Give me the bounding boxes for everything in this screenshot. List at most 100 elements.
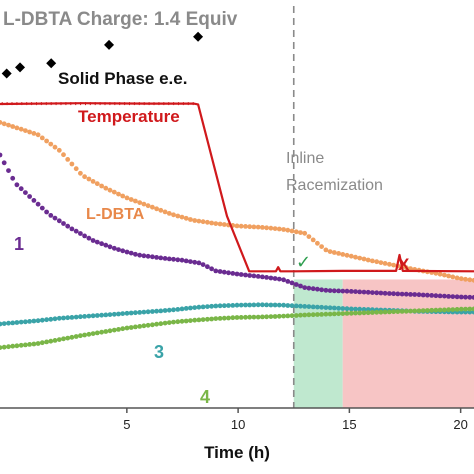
point-1 (234, 271, 240, 277)
point-1 (179, 257, 185, 263)
point-l-dbta (124, 195, 130, 201)
point-4 (35, 341, 41, 346)
point-1 (420, 292, 426, 298)
point-1 (467, 294, 473, 300)
point-l-dbta (463, 276, 468, 282)
point-4 (56, 337, 62, 342)
point-3 (82, 314, 87, 319)
temperature-line (0, 102, 474, 273)
point-1 (205, 264, 210, 270)
annotation-inline: Inline (286, 150, 324, 167)
point-l-dbta (48, 141, 54, 147)
point-4 (247, 314, 253, 320)
point-4 (1, 344, 7, 350)
chart-title: L-DBTA Charge: 1.4 Equiv (3, 9, 238, 30)
point-4 (31, 341, 37, 347)
point-1 (454, 294, 460, 300)
point-4 (365, 310, 371, 316)
point-1 (188, 259, 193, 264)
point-1 (365, 289, 371, 295)
point-4 (467, 306, 473, 312)
legend-ldbta: L-DBTA (86, 206, 145, 223)
point-4 (408, 308, 413, 314)
point-3 (281, 302, 286, 308)
point-3 (230, 303, 236, 308)
point-1 (39, 205, 45, 211)
point-4 (94, 330, 100, 336)
point-1 (255, 274, 261, 279)
point-1 (306, 285, 312, 291)
point-1 (357, 289, 363, 295)
point-4 (111, 327, 117, 333)
point-4 (442, 307, 447, 313)
point-1 (35, 201, 41, 207)
point-4 (179, 318, 185, 324)
point-4 (0, 345, 3, 350)
point-1 (247, 273, 253, 278)
point-1 (61, 221, 66, 226)
point-1 (120, 248, 126, 254)
point-3 (289, 303, 295, 309)
point-4 (226, 315, 231, 321)
point-l-dbta (281, 227, 286, 232)
point-4 (137, 324, 143, 329)
ee-point (1, 68, 12, 79)
series-solid-phase-e-e (1, 31, 204, 79)
point-4 (213, 316, 219, 321)
point-4 (272, 314, 278, 319)
point-3 (331, 305, 337, 311)
point-1 (361, 289, 367, 295)
point-l-dbta (39, 135, 45, 141)
point-4 (27, 342, 32, 347)
point-l-dbta (306, 234, 312, 240)
point-4 (306, 312, 312, 318)
point-4 (65, 335, 71, 341)
point-4 (183, 318, 189, 324)
point-4 (99, 329, 104, 335)
point-4 (61, 336, 66, 342)
point-4 (425, 308, 430, 313)
ee-point (15, 62, 26, 73)
point-3 (171, 307, 176, 313)
point-3 (1, 321, 7, 326)
point-3 (221, 303, 227, 309)
point-4 (403, 308, 409, 314)
point-l-dbta (458, 276, 464, 282)
point-3 (39, 317, 45, 323)
point-4 (378, 309, 384, 315)
point-3 (10, 320, 16, 326)
point-3 (260, 302, 265, 308)
point-3 (344, 306, 350, 312)
point-1 (141, 253, 147, 259)
point-1 (103, 242, 109, 248)
point-3 (23, 319, 28, 325)
point-4 (285, 313, 291, 319)
point-4 (69, 334, 75, 340)
point-3 (192, 305, 198, 310)
point-4 (217, 316, 223, 321)
point-3 (213, 303, 219, 309)
point-3 (137, 310, 143, 315)
series-1 (0, 152, 474, 300)
point-1 (52, 215, 58, 221)
point-3 (196, 304, 202, 310)
legend-ee: Solid Phase e.e. (58, 69, 187, 88)
point-1 (99, 241, 104, 247)
point-1 (230, 271, 236, 276)
point-3 (154, 308, 160, 314)
point-1 (348, 289, 354, 294)
point-1 (18, 186, 24, 192)
point-l-dbta (268, 225, 274, 231)
point-3 (264, 302, 269, 308)
plot-marks (0, 31, 474, 350)
point-l-dbta (82, 174, 87, 180)
point-l-dbta (166, 211, 172, 216)
point-1 (387, 291, 392, 296)
point-l-dbta (446, 273, 451, 279)
x-tick-label: 15 (342, 417, 356, 432)
point-l-dbta (255, 224, 261, 230)
point-1 (412, 292, 418, 297)
point-l-dbta (120, 193, 126, 199)
point-l-dbta (162, 209, 168, 215)
